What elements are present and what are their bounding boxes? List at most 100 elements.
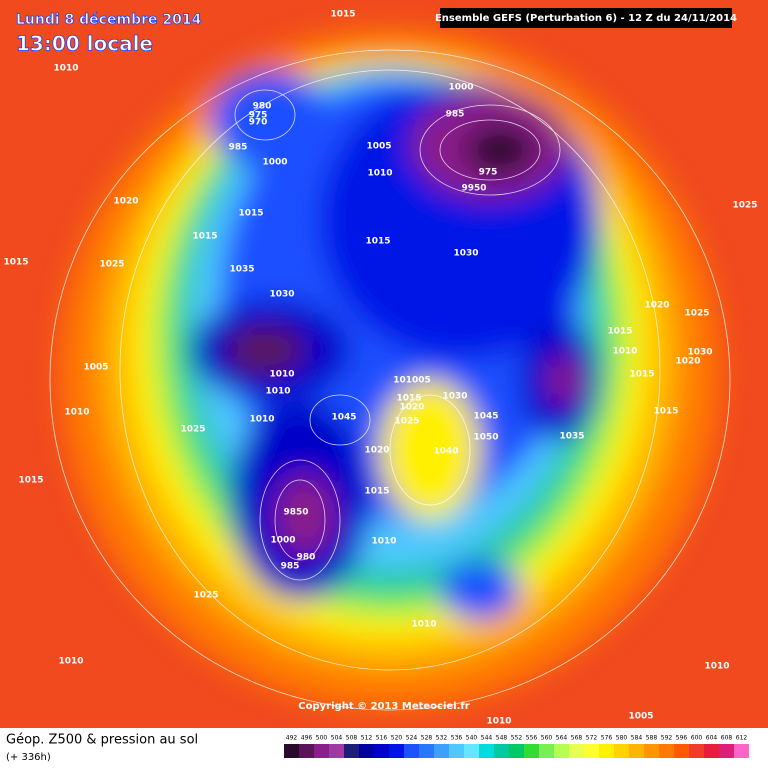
pressure-label: 1025 (193, 591, 218, 601)
pressure-label: 1010 (58, 657, 83, 667)
date: Lundi 8 décembre 2014 (16, 12, 202, 28)
scale-label: 508 (346, 735, 358, 742)
pressure-label: 1030 (269, 290, 294, 300)
pressure-label: 1010 (704, 662, 729, 672)
pressure-label: 1050 (473, 433, 498, 443)
pressure-label: 1010 (265, 387, 290, 397)
pressure-label: 1020 (399, 403, 424, 413)
scale-swatch (314, 744, 329, 758)
pressure-label: 1025 (684, 309, 709, 319)
scale-label: 580 (616, 735, 628, 742)
scale-label: 572 (586, 735, 598, 742)
pressure-label: 975 (249, 111, 268, 121)
scale-swatch (584, 744, 599, 758)
scale-swatch (614, 744, 629, 758)
pressure-label: 1025 (732, 201, 757, 211)
scale-label: 608 (721, 735, 733, 742)
scale-swatch (734, 744, 749, 758)
pressure-label: 1015 (192, 232, 217, 242)
scale-label: 540 (466, 735, 478, 742)
scale-label: 612 (736, 735, 748, 742)
pressure-label: 1010 (612, 347, 637, 357)
pressure-label: 1000 (262, 158, 287, 168)
scale-label: 576 (601, 735, 613, 742)
pressure-label: 1045 (331, 413, 356, 423)
pressure-label: 1010 (269, 370, 294, 380)
pressure-label: 1015 (18, 476, 43, 486)
pressure-label: 1015 (330, 10, 355, 20)
scale-swatch (299, 744, 314, 758)
scale-label: 496 (301, 735, 313, 742)
pressure-label: 1005 (628, 712, 653, 722)
pressure-label: 1035 (229, 265, 254, 275)
pressure-label: 1020 (644, 301, 669, 311)
pressure-label: 1010 (53, 64, 78, 74)
pressure-label: 9950 (461, 184, 486, 194)
scale-label: 560 (541, 735, 553, 742)
scale-label: 544 (481, 735, 493, 742)
pressure-label: 1010 (371, 537, 396, 547)
scale-swatch (719, 744, 734, 758)
scale-label: 532 (436, 735, 448, 742)
scale-swatch (509, 744, 524, 758)
scale-label: 592 (661, 735, 673, 742)
scale-label: 568 (571, 735, 583, 742)
pressure-label: 1040 (433, 447, 458, 457)
pressure-label: 101005 (393, 376, 431, 386)
pressure-label: 1000 (270, 536, 295, 546)
pressure-label: 1025 (99, 260, 124, 270)
pressure-label: 1020 (675, 357, 700, 367)
scale-label: 520 (391, 735, 403, 742)
pressure-label: 1015 (607, 327, 632, 337)
scale-label: 552 (511, 735, 523, 742)
scale-label: 548 (496, 735, 508, 742)
pressure-label: 1020 (113, 197, 138, 207)
scale-swatch (464, 744, 479, 758)
scale-swatch (434, 744, 449, 758)
scale-swatch (494, 744, 509, 758)
pressure-label: 1025 (394, 417, 419, 427)
scale-label: 556 (526, 735, 538, 742)
scale-label: 504 (331, 735, 343, 742)
pressure-label: 1015 (396, 394, 421, 404)
time: 13:00 locale (16, 32, 153, 56)
model-info: Ensemble GEFS (Perturbation 6) - 12 Z du… (435, 13, 737, 24)
scale-swatch (569, 744, 584, 758)
scale-swatch (689, 744, 704, 758)
footer-lead: (+ 336h) (6, 752, 51, 763)
pressure-label: 1005 (366, 142, 391, 152)
scale-label: 492 (286, 735, 298, 742)
scale-swatch (389, 744, 404, 758)
pressure-label: 1015 (653, 407, 678, 417)
scale-label: 564 (556, 735, 568, 742)
scale-swatch (329, 744, 344, 758)
pressure-label: 985 (229, 143, 248, 153)
scale-swatch (359, 744, 374, 758)
pressure-label: 985 (281, 562, 300, 572)
scale-swatch (704, 744, 719, 758)
pressure-label: 1030 (687, 348, 712, 358)
pressure-label: 1015 (238, 209, 263, 219)
pressure-label: 985 (446, 110, 465, 120)
pressure-label: 975 (479, 168, 498, 178)
scale-label: 588 (646, 735, 658, 742)
scale-label: 600 (691, 735, 703, 742)
scale-label: 500 (316, 735, 328, 742)
pressure-label: 1015 (364, 487, 389, 497)
scale-swatch (419, 744, 434, 758)
pressure-label: 1015 (3, 258, 28, 268)
scale-label: 584 (631, 735, 643, 742)
scale-swatch (539, 744, 554, 758)
scale-swatch (449, 744, 464, 758)
model-box (440, 8, 732, 28)
pressure-label: 1045 (473, 412, 498, 422)
pressure-label: 970 (249, 118, 268, 128)
pressure-label: 1005 (83, 363, 108, 373)
scale-swatch (524, 744, 539, 758)
pressure-labels: 1015101098097597098510001000985100597510… (3, 10, 757, 727)
pressure-label: 9850 (283, 508, 308, 518)
scale-swatch (374, 744, 389, 758)
scale-label: 516 (376, 735, 388, 742)
scale-label: 512 (361, 735, 373, 742)
